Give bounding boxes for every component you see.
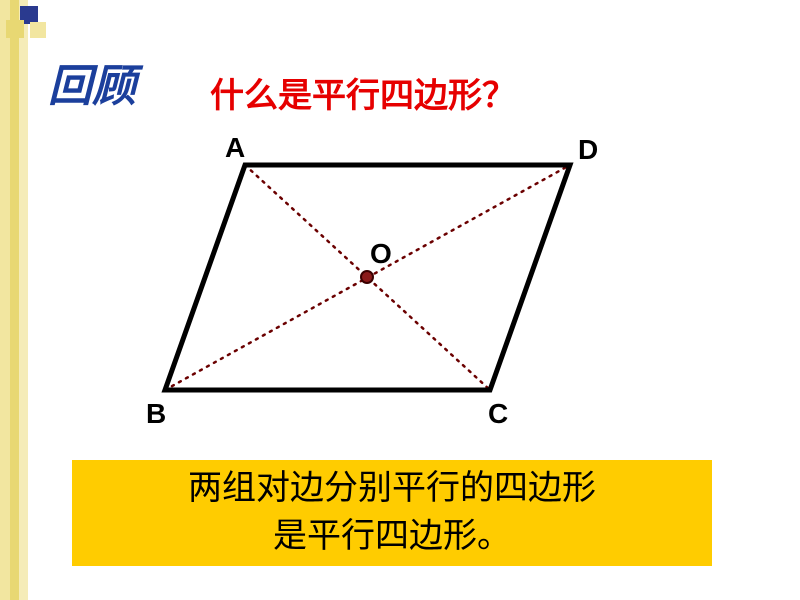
label-b: B [146, 398, 166, 430]
answer-band: 两组对边分别平行的四边形 是平行四边形。 [72, 460, 712, 566]
left-gradient-band [0, 0, 28, 600]
center-point [361, 271, 373, 283]
slide-title: 回顾 [48, 50, 136, 114]
label-c: C [488, 398, 508, 430]
answer-line-2: 是平行四边形。 [273, 513, 511, 561]
answer-line-1: 两组对边分别平行的四边形 [188, 465, 596, 513]
label-o: O [370, 238, 392, 270]
label-d: D [578, 134, 598, 166]
label-a: A [225, 132, 245, 164]
parallelogram-figure: A D B C O [150, 140, 620, 420]
slide-question: 什么是平行四边形？ [210, 68, 516, 117]
